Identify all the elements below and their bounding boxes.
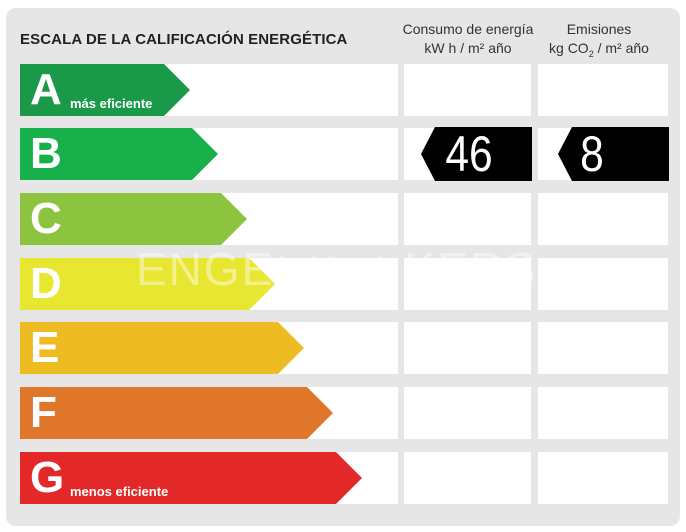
rating-label-g: menos eficiente xyxy=(70,484,169,499)
emisiones-cell xyxy=(538,452,668,504)
watermark-logo: ENGE habitaciaKERS xyxy=(136,242,538,296)
consumo-cell xyxy=(404,64,531,116)
rating-letter-c: C xyxy=(30,194,62,243)
emisiones-cell xyxy=(538,258,668,310)
consumo-value: 46 xyxy=(445,126,493,182)
watermark-mid: habitacia xyxy=(278,251,401,281)
consumo-header-line1: Consumo de energía xyxy=(402,21,534,37)
emisiones-value: 8 xyxy=(580,126,604,182)
consumo-cell xyxy=(404,387,531,439)
rating-letter-a: A xyxy=(30,65,62,114)
consumo-cell xyxy=(404,193,531,245)
emisiones-header: Emisiones kg CO2 / m² año xyxy=(534,20,664,64)
emisiones-header-line2: kg CO2 / m² año xyxy=(534,39,664,64)
emisiones-header-line1: Emisiones xyxy=(566,21,632,37)
emisiones-value-badge: 8 xyxy=(558,127,669,181)
watermark-right: KERS xyxy=(404,243,538,295)
consumo-header: Consumo de energía kW h / m² año xyxy=(398,20,538,58)
rating-letter-f: F xyxy=(30,388,57,437)
consumo-cell xyxy=(404,258,531,310)
rating-label-a: más eficiente xyxy=(70,96,153,111)
emisiones-cell xyxy=(538,322,668,374)
rating-arrow-f xyxy=(20,387,333,439)
emisiones-unit-a: kg CO xyxy=(549,40,589,56)
consumo-value-badge: 46 xyxy=(421,126,532,182)
consumo-header-line2: kW h / m² año xyxy=(424,40,512,56)
rating-arrow-a xyxy=(20,64,190,116)
scale-title: ESCALA DE LA CALIFICACIÓN ENERGÉTICA xyxy=(20,31,348,48)
rating-arrow-c xyxy=(20,193,247,245)
emisiones-cell xyxy=(538,64,668,116)
rating-letter-e: E xyxy=(30,323,60,372)
emisiones-cell xyxy=(538,193,668,245)
rating-letter-g: G xyxy=(30,453,65,502)
consumo-cell xyxy=(404,452,531,504)
rating-arrow-d xyxy=(20,258,275,310)
watermark-left: ENGE xyxy=(136,243,275,295)
emisiones-unit-sub: 2 xyxy=(588,48,594,59)
rating-letter-b: B xyxy=(30,129,62,178)
emisiones-cell xyxy=(538,387,668,439)
rating-letter-d: D xyxy=(30,259,62,308)
rating-arrow-e xyxy=(20,322,304,374)
rating-arrow-b xyxy=(20,128,218,180)
emisiones-unit-b: / m² año xyxy=(593,40,649,56)
rating-arrow-g xyxy=(20,452,362,504)
consumo-cell xyxy=(404,322,531,374)
